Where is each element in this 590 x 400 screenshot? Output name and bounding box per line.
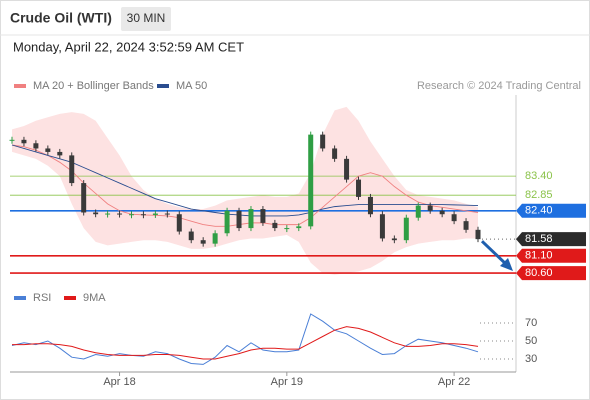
ma-line bbox=[11, 144, 479, 227]
level-box bbox=[516, 203, 586, 218]
candle bbox=[212, 233, 218, 244]
candle bbox=[451, 214, 457, 222]
level-label: 80.60 bbox=[525, 267, 553, 279]
instrument-title: Crude Oil (WTI) bbox=[10, 10, 112, 26]
timeframe-box[interactable] bbox=[121, 7, 171, 31]
level-box bbox=[516, 248, 586, 263]
candle bbox=[344, 158, 350, 180]
candle bbox=[164, 213, 170, 215]
candle bbox=[463, 221, 469, 230]
candle bbox=[236, 210, 242, 229]
candle bbox=[260, 209, 266, 223]
legend-label: RSI bbox=[33, 292, 51, 304]
candle bbox=[140, 214, 146, 216]
candle bbox=[105, 213, 111, 215]
candle bbox=[296, 226, 302, 229]
arrow-head bbox=[500, 258, 513, 271]
legend-swatch bbox=[14, 296, 26, 300]
candle bbox=[9, 139, 15, 141]
candle bbox=[427, 205, 433, 211]
level-label: 81.58 bbox=[525, 233, 553, 245]
candle bbox=[176, 214, 182, 232]
x-tick-label: Apr 19 bbox=[271, 376, 303, 388]
candle bbox=[93, 212, 99, 215]
candle bbox=[152, 213, 158, 215]
candle bbox=[439, 210, 445, 215]
legend-label: 9MA bbox=[83, 292, 106, 304]
rsi-line bbox=[12, 326, 479, 360]
candle bbox=[356, 179, 362, 197]
legend-swatch bbox=[157, 84, 169, 88]
candle bbox=[367, 196, 373, 215]
legend-swatch bbox=[64, 296, 76, 300]
level-label: 82.40 bbox=[525, 205, 553, 217]
candle bbox=[272, 222, 278, 229]
rsi-tick-label: 50 bbox=[525, 335, 537, 347]
candle bbox=[415, 205, 421, 218]
legend-label: MA 50 bbox=[176, 80, 207, 92]
candle bbox=[284, 228, 290, 230]
legend-swatch bbox=[14, 84, 26, 88]
rsi-tick-label: 70 bbox=[525, 317, 537, 329]
candle bbox=[128, 214, 134, 216]
projection-arrow bbox=[480, 240, 510, 268]
candle bbox=[248, 209, 254, 229]
candle bbox=[475, 229, 481, 240]
level-label: 82.85 bbox=[525, 189, 553, 201]
candle bbox=[200, 240, 206, 244]
timestamp: Monday, April 22, 2024 3:52:59 AM CET bbox=[13, 39, 244, 54]
candle bbox=[332, 148, 338, 159]
candle bbox=[379, 214, 385, 239]
level-label: 83.40 bbox=[525, 170, 553, 182]
candle bbox=[224, 210, 230, 234]
candle bbox=[21, 139, 27, 144]
level-label: 81.10 bbox=[525, 250, 553, 262]
rsi-tick-label: 30 bbox=[525, 353, 537, 365]
candle bbox=[308, 134, 314, 227]
bollinger-band bbox=[12, 106, 478, 275]
candle bbox=[320, 134, 326, 149]
candle bbox=[117, 213, 123, 215]
level-box bbox=[516, 266, 586, 281]
level-box bbox=[516, 232, 586, 247]
x-tick-label: Apr 18 bbox=[103, 376, 135, 388]
rsi-line bbox=[11, 313, 479, 365]
candle bbox=[33, 143, 39, 149]
legend-label: MA 20 + Bollinger Bands bbox=[33, 80, 154, 92]
credit: Research © 2024 Trading Central bbox=[417, 80, 581, 92]
x-tick-label: Apr 22 bbox=[438, 376, 470, 388]
candle bbox=[69, 155, 75, 184]
candle bbox=[403, 217, 409, 241]
candle bbox=[81, 183, 87, 213]
candle bbox=[391, 238, 397, 241]
candle bbox=[45, 148, 51, 152]
ma-line bbox=[11, 144, 479, 217]
candle bbox=[57, 151, 63, 156]
candle bbox=[188, 231, 194, 241]
timeframe[interactable]: 30 MIN bbox=[127, 11, 166, 25]
